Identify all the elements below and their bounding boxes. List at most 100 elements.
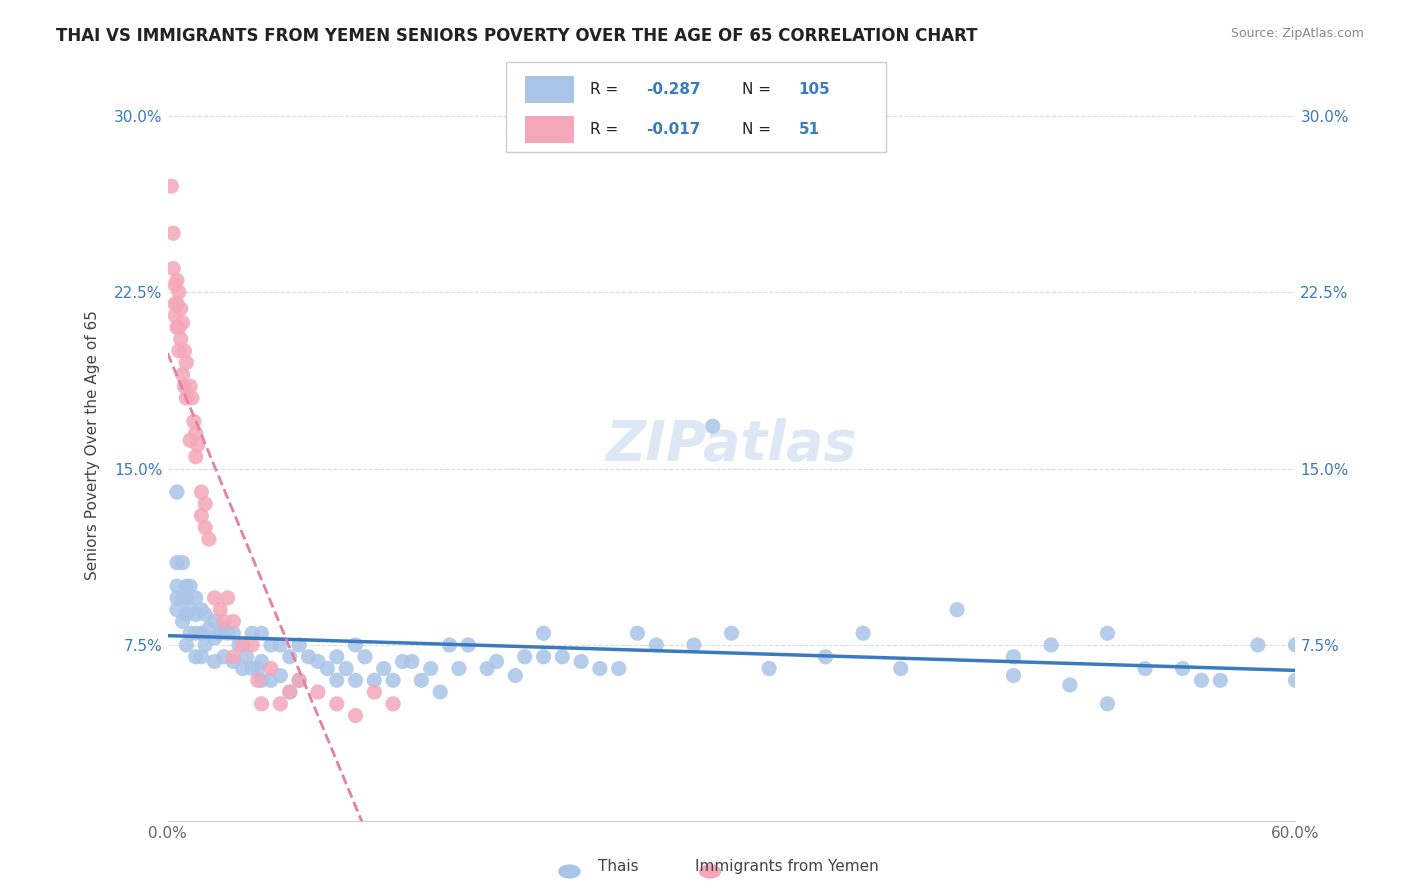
Point bbox=[165, 309, 187, 323]
Point bbox=[288, 638, 311, 652]
Point bbox=[166, 273, 188, 287]
Point bbox=[240, 638, 263, 652]
Point bbox=[382, 697, 405, 711]
Point bbox=[250, 673, 273, 688]
Point bbox=[190, 626, 212, 640]
Point bbox=[184, 450, 207, 464]
Point bbox=[235, 649, 257, 664]
Point bbox=[401, 655, 423, 669]
Point bbox=[165, 277, 187, 292]
Point bbox=[184, 626, 207, 640]
Point bbox=[475, 661, 498, 675]
Text: N =: N = bbox=[741, 122, 775, 136]
Point bbox=[1209, 673, 1232, 688]
Point bbox=[260, 661, 283, 675]
Point bbox=[204, 655, 226, 669]
Point bbox=[569, 655, 592, 669]
Point bbox=[246, 661, 269, 675]
Point bbox=[551, 649, 574, 664]
Point bbox=[232, 638, 254, 652]
Point bbox=[162, 261, 184, 276]
Point bbox=[222, 655, 245, 669]
Point bbox=[187, 438, 209, 452]
Point bbox=[269, 638, 291, 652]
Text: 105: 105 bbox=[799, 82, 830, 96]
Point bbox=[814, 649, 837, 664]
Point bbox=[1002, 668, 1025, 682]
Point bbox=[166, 297, 188, 311]
Point bbox=[194, 497, 217, 511]
Point bbox=[190, 649, 212, 664]
Bar bbox=[526, 76, 575, 103]
Point bbox=[852, 626, 875, 640]
Point bbox=[325, 673, 347, 688]
Text: ZIPatlas: ZIPatlas bbox=[606, 418, 858, 472]
Point bbox=[184, 649, 207, 664]
Point bbox=[1191, 673, 1213, 688]
Point bbox=[232, 638, 254, 652]
Text: Immigrants from Yemen: Immigrants from Yemen bbox=[696, 859, 879, 874]
Point bbox=[217, 591, 239, 605]
Point bbox=[179, 379, 201, 393]
Point bbox=[457, 638, 479, 652]
Point bbox=[250, 697, 273, 711]
Point bbox=[194, 607, 217, 622]
Point bbox=[354, 649, 377, 664]
Point bbox=[183, 414, 205, 428]
Point bbox=[173, 379, 195, 393]
Point bbox=[278, 685, 301, 699]
Point bbox=[173, 343, 195, 358]
Point bbox=[184, 426, 207, 441]
Point bbox=[344, 708, 367, 723]
Point bbox=[172, 316, 194, 330]
Point bbox=[172, 368, 194, 382]
Point bbox=[316, 661, 339, 675]
Y-axis label: Seniors Poverty Over the Age of 65: Seniors Poverty Over the Age of 65 bbox=[86, 310, 100, 580]
Point bbox=[307, 655, 329, 669]
Point bbox=[1002, 649, 1025, 664]
Point bbox=[1284, 638, 1306, 652]
Point bbox=[505, 668, 527, 682]
Point bbox=[645, 638, 668, 652]
Point bbox=[240, 661, 263, 675]
Point bbox=[179, 603, 201, 617]
Point bbox=[228, 638, 250, 652]
Text: N =: N = bbox=[741, 82, 775, 96]
FancyBboxPatch shape bbox=[506, 62, 886, 152]
Point bbox=[166, 591, 188, 605]
Point bbox=[485, 655, 508, 669]
Point bbox=[1097, 626, 1119, 640]
Point bbox=[190, 603, 212, 617]
Point bbox=[170, 301, 193, 316]
Point bbox=[167, 320, 190, 334]
Text: R =: R = bbox=[589, 122, 623, 136]
Point bbox=[1040, 638, 1063, 652]
Point bbox=[429, 685, 451, 699]
Point bbox=[204, 591, 226, 605]
Point bbox=[176, 579, 198, 593]
Point bbox=[198, 532, 221, 546]
Point bbox=[176, 607, 198, 622]
Point bbox=[217, 626, 239, 640]
Point bbox=[204, 615, 226, 629]
Point bbox=[720, 626, 742, 640]
Point bbox=[297, 649, 319, 664]
Point bbox=[162, 226, 184, 240]
Point bbox=[344, 638, 367, 652]
Text: R =: R = bbox=[589, 82, 623, 96]
Point bbox=[222, 649, 245, 664]
Point bbox=[184, 591, 207, 605]
Point bbox=[260, 638, 283, 652]
Point bbox=[212, 622, 235, 636]
Point bbox=[325, 649, 347, 664]
Point bbox=[411, 673, 433, 688]
Point bbox=[166, 485, 188, 500]
Point bbox=[179, 626, 201, 640]
Point bbox=[307, 685, 329, 699]
Point bbox=[240, 626, 263, 640]
Point bbox=[278, 685, 301, 699]
Point bbox=[166, 320, 188, 334]
Point bbox=[269, 668, 291, 682]
Point bbox=[419, 661, 441, 675]
Point bbox=[250, 655, 273, 669]
